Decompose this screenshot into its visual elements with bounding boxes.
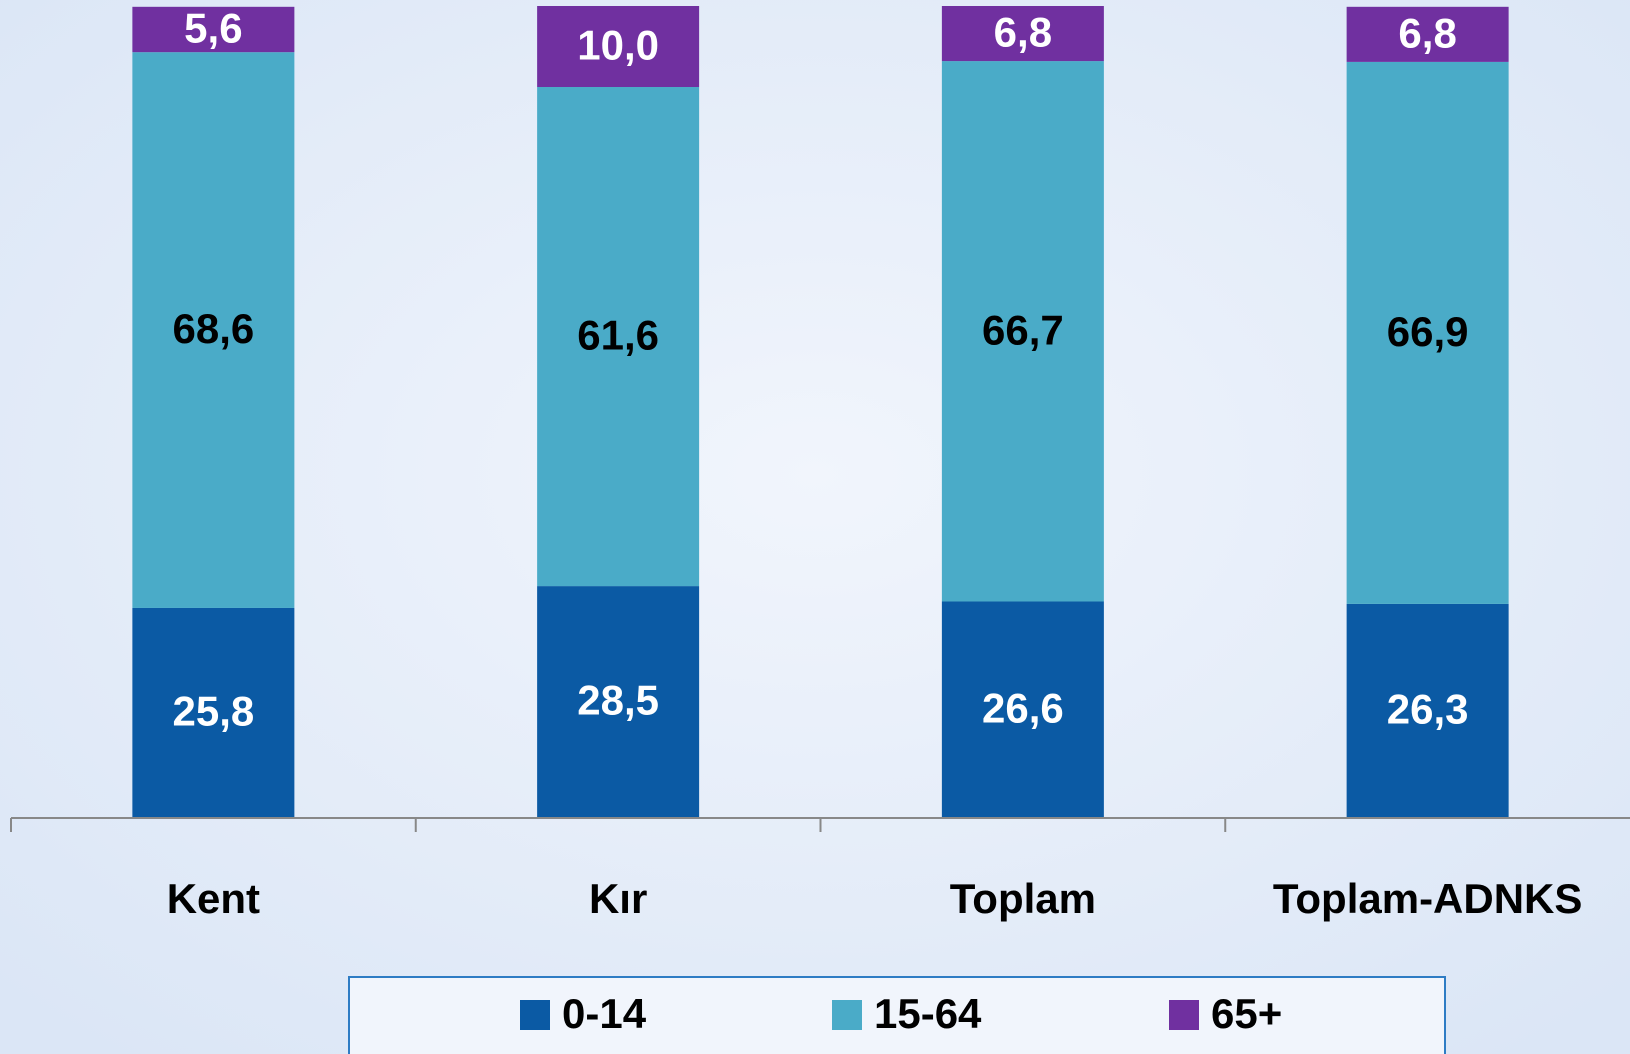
value-label: 6,8: [994, 9, 1052, 56]
x-tick-label: Kır: [589, 875, 647, 922]
legend-label: 15-64: [874, 990, 982, 1037]
legend-label: 0-14: [562, 990, 647, 1037]
value-label: 6,8: [1398, 9, 1456, 56]
x-tick-label: Kent: [167, 875, 260, 922]
value-label: 5,6: [184, 5, 242, 52]
value-label: 28,5: [577, 677, 659, 724]
legend-swatch: [832, 1000, 862, 1030]
value-label: 68,6: [173, 305, 255, 352]
page: 25,8 68,6 5,6 Kent 28,5 61,6 10,0 Kır 26,6 66,7 6,…: [0, 0, 1630, 1054]
x-tick-label: Toplam: [950, 875, 1096, 922]
x-tick-label: Toplam-ADNKS: [1273, 875, 1583, 922]
value-label: 10,0: [577, 22, 659, 69]
value-label: 66,9: [1387, 308, 1469, 355]
value-label: 26,6: [982, 684, 1064, 731]
value-label: 66,7: [982, 306, 1064, 353]
value-label: 26,3: [1387, 686, 1469, 733]
chart: 25,8 68,6 5,6 Kent 28,5 61,6 10,0 Kır 26,6 66,7 6,…: [0, 0, 1630, 1054]
legend-swatch: [1169, 1000, 1199, 1030]
legend-swatch: [520, 1000, 550, 1030]
value-label: 25,8: [173, 688, 255, 735]
legend-label: 65+: [1211, 990, 1282, 1037]
value-label: 61,6: [577, 312, 659, 359]
